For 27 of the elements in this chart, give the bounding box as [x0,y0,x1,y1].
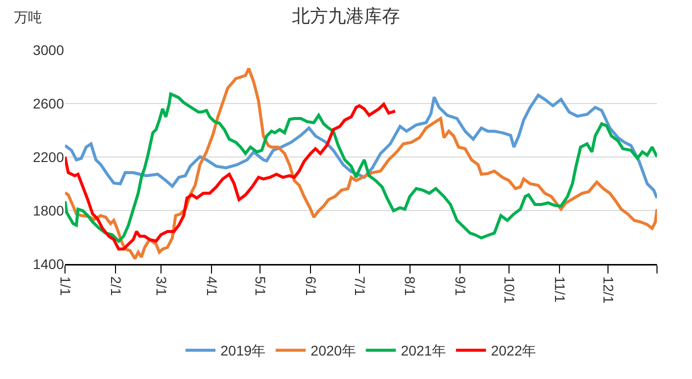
legend-label: 2019年 [220,342,266,359]
chart-title: 北方九港库存 [292,6,400,26]
x-tick-label: 2/1 [108,276,124,296]
y-axis-title: 万吨 [14,9,42,25]
line-series [65,92,657,243]
y-tick-label: 2600 [32,95,64,112]
legend-label: 2021年 [400,342,446,359]
x-tick-label: 9/1 [452,276,469,296]
line-series [65,66,657,260]
y-tick-label: 1800 [32,202,64,218]
x-tick-label: 1/1 [57,276,74,296]
x-tick-label: 5/1 [252,276,269,296]
x-tick-label: 11/1 [552,276,568,303]
y-tick-label: 1400 [32,256,64,272]
x-tick-label: 8/1 [402,276,418,296]
x-tick-label: 3/1 [153,276,170,296]
x-tick-label: 7/1 [352,276,368,296]
y-tick-label: 2200 [32,148,64,165]
x-tick-label: 6/1 [303,276,320,296]
line-series [65,102,397,251]
legend-label: 2020年 [310,342,356,359]
x-tick-label: 10/1 [501,276,518,304]
x-tick-label: 4/1 [204,276,220,296]
y-tick-label: 3000 [32,42,64,58]
x-tick-label: 12/1 [600,276,617,304]
line-series [65,94,657,200]
legend-label: 2022年 [490,342,536,359]
